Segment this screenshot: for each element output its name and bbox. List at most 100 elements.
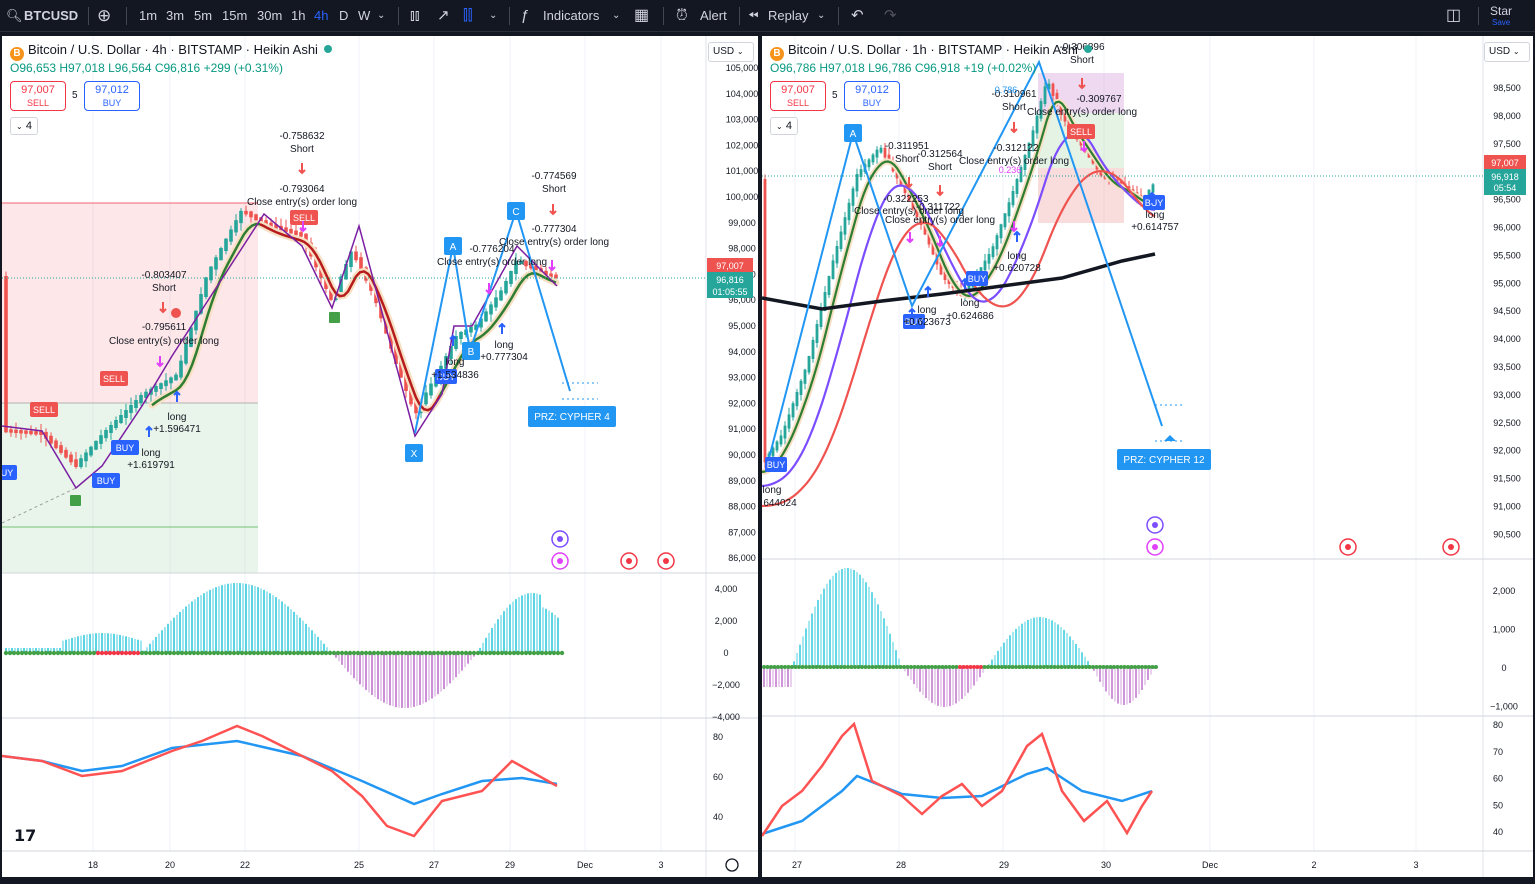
interval-5m[interactable]: 5m	[194, 8, 213, 23]
chart-panel-right[interactable]: PRZ: CYPHER 12 A SELL BUY BUY BUY BUY -0.306896…	[762, 36, 1533, 877]
squeeze-dot	[243, 650, 249, 656]
candle	[1031, 130, 1035, 146]
alarm-clock-icon[interactable]: ⏰︎	[676, 7, 688, 24]
heikin-ashi-icon[interactable]: ⫿⫿	[463, 7, 473, 24]
chart-annotation: -0.795611	[142, 322, 187, 333]
indicators-button[interactable]: Indicators	[543, 8, 600, 23]
chart-panel-left[interactable]: X A B C PRZ: CYPHER 4 SELL SELL SELL BUY BUY UY BUY…	[2, 36, 758, 877]
squeeze-dot	[479, 650, 485, 656]
chart-annotation: Short	[542, 184, 566, 195]
undo-icon[interactable]: ↶	[851, 7, 864, 24]
chart-canvas-right[interactable]: PRZ: CYPHER 12 A SELL BUY BUY BUY BUY -0.306896…	[762, 36, 1533, 877]
candle	[1019, 167, 1023, 182]
price-tag-bg	[1484, 169, 1526, 195]
candle	[189, 327, 193, 347]
squeeze-dot	[387, 650, 393, 656]
candle	[459, 332, 463, 339]
candle	[269, 222, 273, 228]
chart-style-icon[interactable]: ↗	[437, 7, 450, 24]
candle	[174, 374, 178, 381]
candle	[839, 231, 843, 249]
rewind-icon[interactable]: ⏪︎	[748, 8, 759, 23]
price-axis-label: 89,000	[728, 476, 756, 486]
layout-name[interactable]: Star	[1490, 4, 1513, 18]
interval-30m[interactable]: 30m	[257, 8, 283, 23]
chart-annotation: long	[1008, 251, 1027, 262]
squeeze-dot	[135, 650, 141, 656]
interval-15m[interactable]: 15m	[222, 8, 248, 23]
candle	[349, 251, 353, 267]
interval-w[interactable]: W	[358, 8, 371, 23]
candles-icon[interactable]: ⫾⫾	[410, 7, 420, 24]
symbol-search[interactable]: BTCUSD	[24, 8, 79, 23]
compare-add-icon[interactable]: ⊕	[97, 6, 112, 25]
candle	[489, 304, 493, 315]
divider	[88, 7, 89, 25]
save-label[interactable]: Save	[1492, 18, 1511, 27]
squeeze-dot	[951, 665, 955, 669]
indicator-collapse-button[interactable]: ⌄ 4	[770, 117, 798, 135]
price-tag-red: 97,007	[1491, 158, 1519, 168]
price-axis-label: 93,500	[1493, 362, 1521, 372]
layouts-grid-icon[interactable]: ▦	[634, 7, 650, 24]
candle	[791, 403, 795, 418]
candle	[855, 174, 859, 192]
chevron-down-icon[interactable]: ⌄	[817, 10, 826, 21]
chevron-down-icon[interactable]: ⌄	[612, 10, 621, 21]
redo-icon[interactable]: ↷	[884, 7, 897, 24]
chart-annotation: long	[168, 412, 187, 423]
squeeze-dot	[427, 650, 433, 656]
sell-button[interactable]: 97,007 SELL	[770, 81, 826, 111]
price-axis-label: 96,000	[728, 295, 756, 305]
pattern-point-a-bg	[844, 124, 862, 142]
trade-line	[2, 487, 77, 524]
sell-button[interactable]: 97,007 SELL	[10, 81, 66, 111]
squeeze-dot	[800, 665, 805, 669]
chevron-down-icon[interactable]: ⌄	[377, 10, 386, 21]
chart-canvas-left[interactable]: X A B C PRZ: CYPHER 4 SELL SELL SELL BUY BUY UY BUY…	[2, 36, 758, 877]
chevron-down-icon: ⌄	[1512, 47, 1520, 56]
interval-4h[interactable]: 4h	[314, 8, 329, 23]
squeeze-dot	[283, 650, 289, 656]
search-icon[interactable]: 🔍︎	[6, 8, 23, 23]
macd-axis-label: 0	[723, 648, 728, 658]
interval-d[interactable]: D	[339, 8, 349, 23]
candle	[1003, 213, 1007, 228]
squeeze-dot	[375, 650, 381, 656]
chart-annotation: +1.619791	[127, 460, 175, 471]
buy-signal-bg	[903, 314, 925, 329]
currency-select[interactable]: USD ⌄	[708, 42, 754, 62]
rsi-axis-label: 50	[1493, 800, 1503, 810]
layout-split-icon[interactable]: ◫	[1446, 7, 1462, 24]
alert-button[interactable]: Alert	[700, 8, 727, 23]
candle	[84, 452, 88, 462]
price-axis-label: 87,000	[728, 527, 756, 537]
interval-1h[interactable]: 1h	[291, 8, 306, 23]
squeeze-dot	[347, 650, 353, 656]
currency-select[interactable]: USD ⌄	[1484, 42, 1530, 62]
squeeze-dot	[503, 650, 509, 656]
indicators-icon[interactable]: ƒ	[521, 7, 530, 24]
squeeze-dot	[779, 665, 784, 669]
rsi-axis-label: 40	[713, 812, 723, 822]
short-arrow	[159, 302, 167, 314]
long-arrow	[1148, 191, 1156, 203]
squeeze-dot	[979, 665, 983, 669]
pattern-point-a-bg	[444, 237, 462, 255]
squeeze-dot	[151, 650, 157, 656]
squeeze-dot	[267, 650, 273, 656]
chevron-down-icon[interactable]: ⌄	[489, 10, 498, 21]
indicator-collapse-button[interactable]: ⌄ 4	[10, 117, 38, 135]
squeeze-dot	[1101, 665, 1106, 669]
buy-button[interactable]: 97,012 BUY	[84, 81, 140, 111]
interval-1m[interactable]: 1m	[139, 8, 158, 23]
interval-3m[interactable]: 3m	[166, 8, 185, 23]
squeeze-dot	[923, 665, 927, 669]
rsi-ma-line	[762, 766, 1153, 836]
squeeze-dot	[961, 665, 966, 669]
buy-button[interactable]: 97,012 BUY	[844, 81, 900, 111]
squeeze-dot	[912, 665, 917, 669]
replay-button[interactable]: Replay	[768, 8, 809, 23]
event-icon	[657, 552, 675, 570]
candle	[249, 211, 253, 218]
